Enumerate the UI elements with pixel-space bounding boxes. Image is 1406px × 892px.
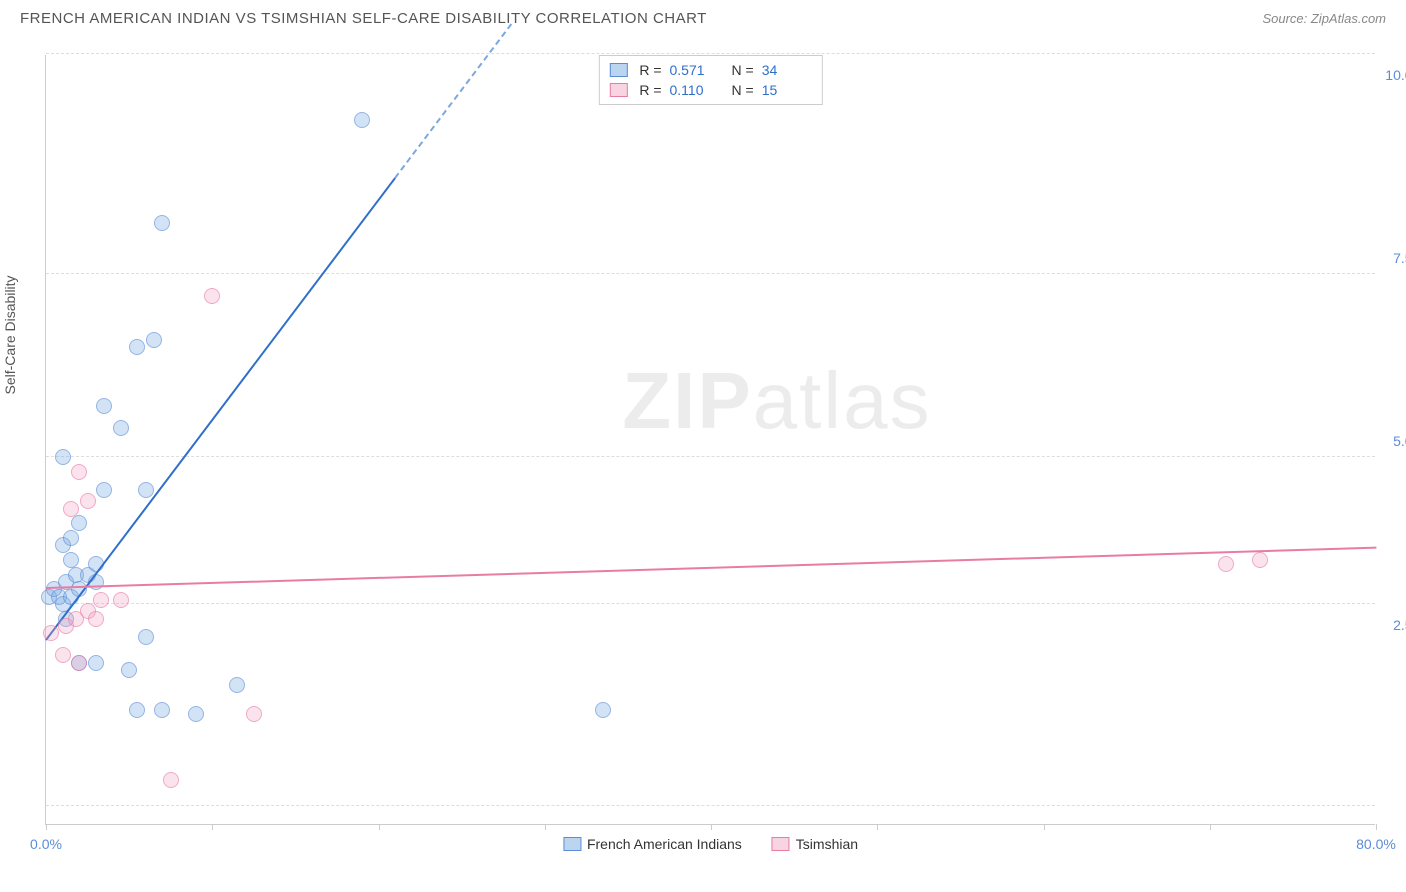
data-point [595,702,611,718]
data-point [138,482,154,498]
data-point [71,655,87,671]
data-point [63,530,79,546]
x-tick [379,824,380,830]
x-tick [877,824,878,830]
legend-stat-row: R = 0.571 N = 34 [609,60,811,80]
gridline [46,456,1375,457]
data-point [354,112,370,128]
source-label: Source: ZipAtlas.com [1262,11,1386,26]
y-tick-label: 10.0% [1380,67,1406,83]
data-point [154,702,170,718]
scatter-chart: ZIPatlas R =0.571N =34R =0.110N =15 Fren… [45,55,1375,825]
data-point [80,493,96,509]
legend-label: French American Indians [587,836,742,852]
data-point [229,677,245,693]
data-point [154,215,170,231]
x-tick [212,824,213,830]
data-point [71,515,87,531]
legend-swatch [609,83,627,97]
data-point [1252,552,1268,568]
legend-item: Tsimshian [772,836,858,852]
data-point [55,647,71,663]
stat-n-label: N = [732,82,754,98]
data-point [246,706,262,722]
data-point [71,464,87,480]
data-point [43,625,59,641]
data-point [138,629,154,645]
legend-item: French American Indians [563,836,742,852]
y-tick-label: 5.0% [1380,433,1406,449]
stat-r-value: 0.571 [670,62,720,78]
series-legend: French American Indians Tsimshian [563,836,858,852]
stat-n-label: N = [732,62,754,78]
data-point [129,702,145,718]
y-axis-label: Self-Care Disability [2,275,18,394]
legend-label: Tsimshian [796,836,858,852]
data-point [113,592,129,608]
y-tick-label: 2.5% [1380,617,1406,633]
data-point [129,339,145,355]
stat-n-value: 34 [762,62,812,78]
legend-swatch [563,837,581,851]
legend-swatch [772,837,790,851]
data-point [93,592,109,608]
x-tick-label: 0.0% [30,836,62,852]
data-point [121,662,137,678]
data-point [146,332,162,348]
gridline [46,273,1375,274]
data-point [96,398,112,414]
data-point [88,611,104,627]
stats-legend: R = 0.571 N = 34 R = 0.110 N = 15 [598,55,822,105]
data-point [63,552,79,568]
data-point [163,772,179,788]
gridline [46,53,1375,54]
watermark: ZIPatlas [622,355,931,447]
stat-r-value: 0.110 [670,82,720,98]
data-point [55,449,71,465]
gridline [46,603,1375,604]
x-tick [711,824,712,830]
y-tick-label: 7.5% [1380,250,1406,266]
chart-title: FRENCH AMERICAN INDIAN VS TSIMSHIAN SELF… [20,10,707,27]
x-tick [545,824,546,830]
stat-r-label: R = [639,62,661,78]
data-point [204,288,220,304]
legend-swatch [609,63,627,77]
data-point [88,655,104,671]
trend-line [46,547,1376,589]
x-tick-label: 80.0% [1356,836,1396,852]
stat-r-label: R = [639,82,661,98]
x-tick [1376,824,1377,830]
x-tick [1210,824,1211,830]
data-point [96,482,112,498]
data-point [63,501,79,517]
gridline [46,805,1375,806]
stat-n-value: 15 [762,82,812,98]
x-tick [46,824,47,830]
x-tick [1044,824,1045,830]
trend-line-dashed [394,23,512,178]
legend-stat-row: R = 0.110 N = 15 [609,80,811,100]
data-point [1218,556,1234,572]
data-point [113,420,129,436]
data-point [188,706,204,722]
